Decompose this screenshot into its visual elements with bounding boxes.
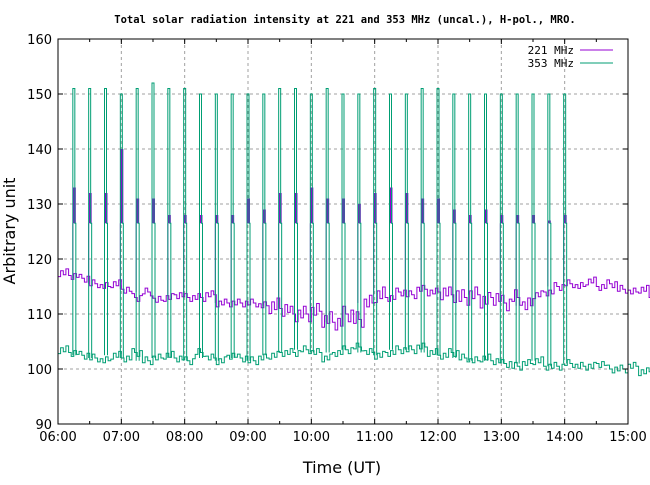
spike-353 (531, 93, 536, 361)
y-axis-label: Arbitrary unit (0, 178, 19, 285)
spike-353 (294, 88, 298, 350)
series-221-baseline (58, 268, 650, 331)
y-tick-label: 120 (27, 253, 52, 268)
spike-353 (357, 93, 362, 353)
x-tick-label: 07:00 (103, 430, 140, 445)
spike-353 (499, 93, 504, 364)
spike-353 (72, 88, 77, 356)
spike-353 (452, 93, 457, 358)
spike-353 (515, 93, 520, 364)
x-tick-label: 12:00 (419, 430, 456, 445)
legend-label-221: 221 MHz (528, 44, 574, 57)
spike-353 (104, 88, 108, 356)
spike-353 (88, 88, 93, 358)
spike-353 (563, 93, 568, 364)
x-tick-label: 06:00 (39, 430, 76, 445)
spike-353 (484, 93, 488, 361)
chart-title: Total solar radiation intensity at 221 a… (114, 14, 575, 26)
series-353-baseline (58, 342, 650, 377)
spike-353 (135, 88, 140, 361)
spike-353 (420, 88, 425, 353)
spike-353 (341, 93, 346, 350)
spike-353 (167, 88, 172, 358)
spike-353 (278, 88, 283, 353)
plot-border (57, 38, 629, 425)
x-tick-label: 08:00 (166, 430, 203, 445)
x-tick-label: 13:00 (483, 430, 520, 445)
spike-353 (389, 93, 393, 350)
x-tick-label: 10:00 (293, 430, 330, 445)
spike-353 (436, 88, 441, 356)
x-tick-label: 09:00 (229, 430, 266, 445)
y-tick-label: 110 (27, 308, 52, 323)
spike-353 (214, 93, 219, 361)
spike-353 (468, 93, 473, 361)
y-tick-label: 90 (35, 418, 52, 433)
spike-353 (547, 93, 552, 367)
spike-353 (373, 88, 378, 356)
spike-353 (404, 93, 409, 350)
x-tick-label: 11:00 (356, 430, 393, 445)
y-tick-label: 100 (27, 363, 52, 378)
spike-353 (309, 93, 314, 353)
spike-353 (119, 93, 124, 358)
spike-353 (230, 93, 235, 358)
spike-353 (262, 93, 267, 356)
legend-label-353: 353 MHz (528, 57, 574, 70)
spike-353 (325, 88, 330, 353)
y-tick-label: 130 (27, 198, 52, 213)
x-tick-label: 15:00 (609, 430, 646, 445)
y-tick-label: 160 (27, 33, 52, 48)
x-tick-label: 14:00 (546, 430, 583, 445)
spike-353 (199, 93, 203, 358)
spike-353 (183, 88, 188, 361)
y-tick-label: 140 (27, 143, 52, 158)
x-axis-label: Time (UT) (302, 458, 381, 477)
legend: 221 MHz 353 MHz (528, 44, 613, 70)
spike-353 (151, 82, 156, 358)
spike-353 (246, 93, 251, 361)
y-tick-label: 150 (27, 88, 52, 103)
